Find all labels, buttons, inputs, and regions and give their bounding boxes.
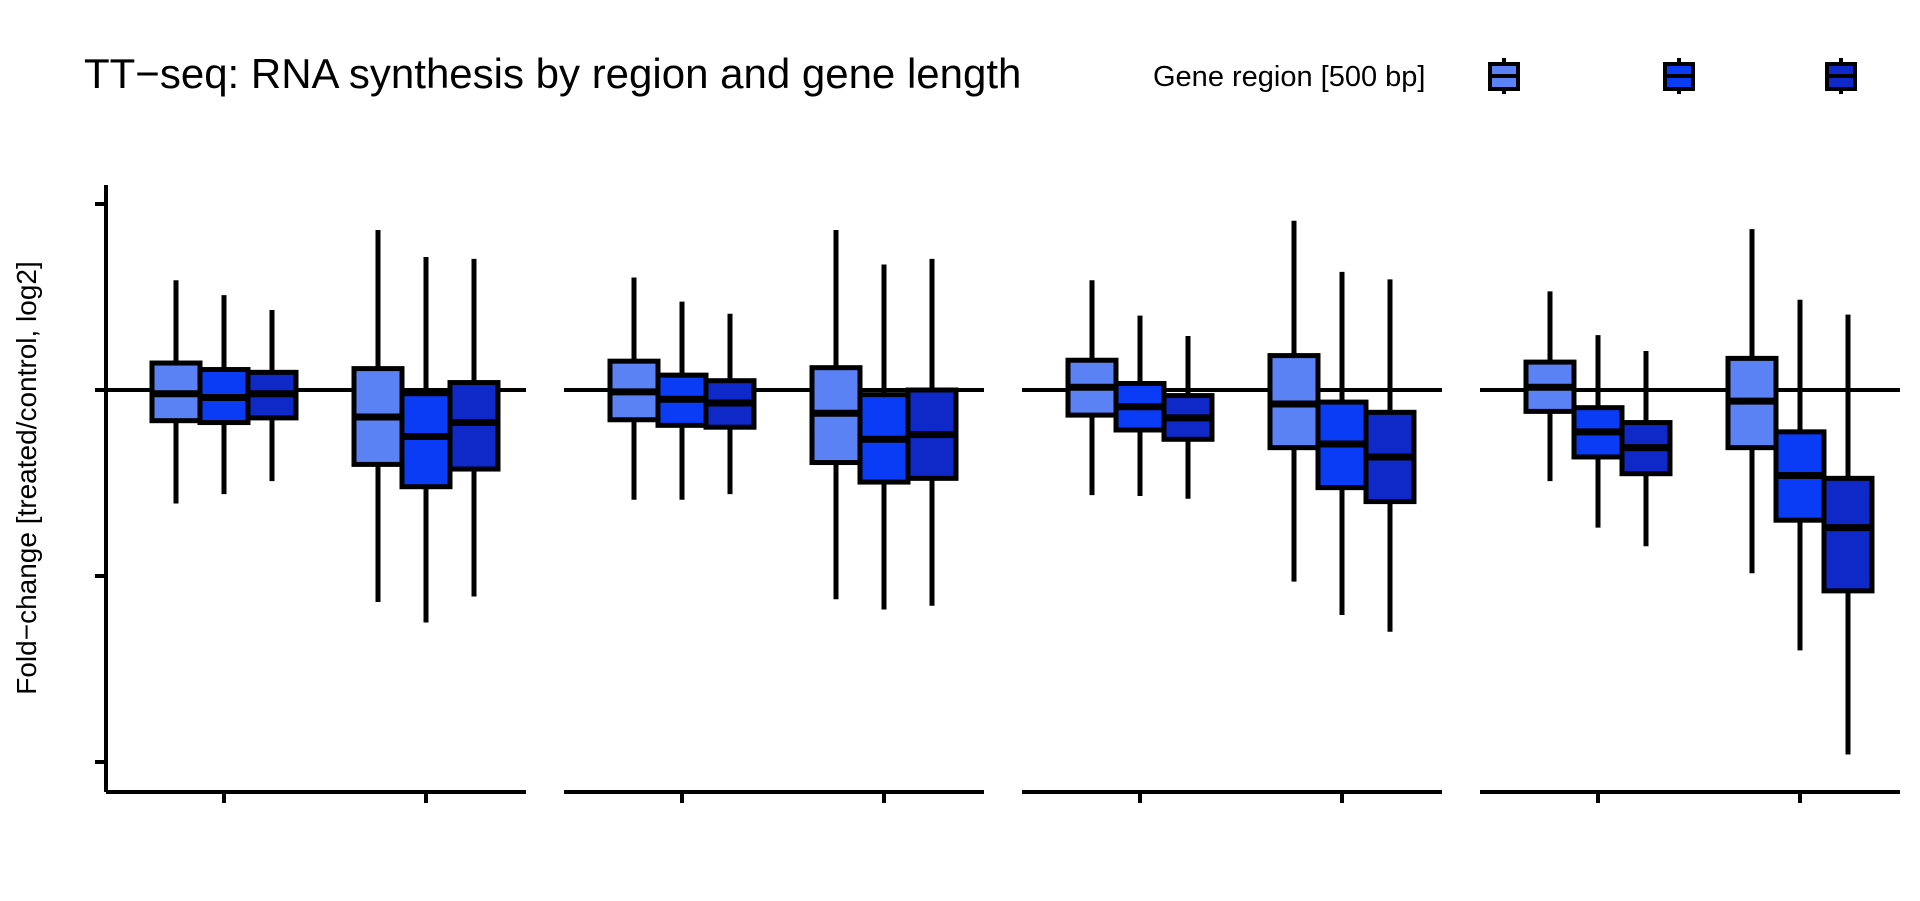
facets [106,220,1900,803]
legend: Gene region [500 bp] [1153,58,1857,94]
facet-panel [1480,229,1900,803]
y-axis [95,185,108,792]
legend-title: Gene region [500 bp] [1153,61,1425,93]
y-axis-title: Fold−change [treated/control, log2] [11,261,42,695]
facet-panel [564,230,984,803]
box-end [1821,475,1875,594]
chart-title: TT−seq: RNA synthesis by region and gene… [84,50,1021,97]
facet-panel [106,230,526,803]
box-mid [399,391,453,490]
facet-panel [1022,220,1442,803]
